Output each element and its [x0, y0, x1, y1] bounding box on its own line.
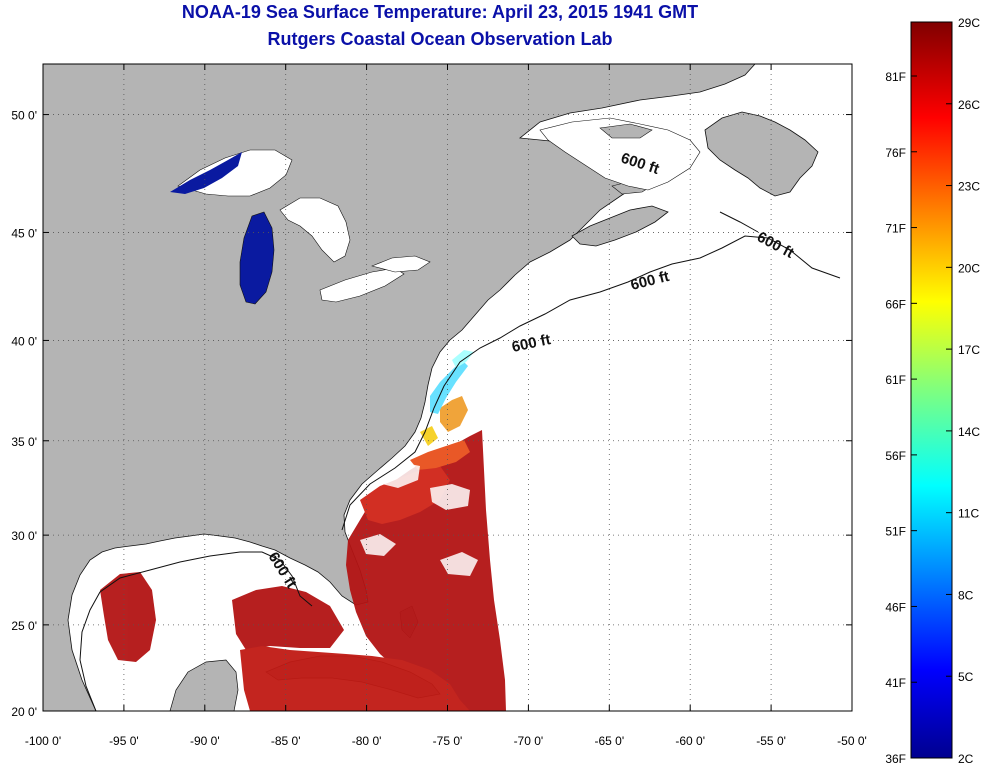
lon-tick-label: -100 0' — [25, 734, 61, 748]
contour-600ft-east — [719, 211, 759, 233]
latitude-axis: 20 0' 25 0' 30 0' 35 0' 40 0' 45 0' 50 0' — [11, 109, 852, 719]
colorbar-celsius-label: 8C — [958, 588, 974, 602]
colorbar-celsius-label: 29C — [958, 16, 980, 30]
lat-tick-label: 35 0' — [11, 435, 37, 449]
map-area — [43, 64, 852, 711]
lake-erie — [319, 267, 405, 303]
lon-tick-label: -85 0' — [271, 734, 301, 748]
map-subtitle: Rutgers Coastal Ocean Observation Lab — [267, 29, 613, 49]
colorbar — [910, 21, 953, 759]
colorbar-celsius-label: 14C — [958, 425, 980, 439]
colorbar-celsius-label: 11C — [958, 507, 979, 521]
colorbar-celsius-labels: 29C 26C 23C 20C 17C 14C 11C 8C 5C 2C — [946, 16, 980, 766]
lat-tick-label: 40 0' — [11, 334, 37, 348]
lon-tick-label: -50 0' — [837, 734, 867, 748]
lat-tick-label: 50 0' — [11, 109, 37, 123]
lon-tick-label: -60 0' — [675, 734, 705, 748]
colorbar-celsius-label: 26C — [958, 98, 980, 112]
colorbar-celsius-label: 5C — [958, 670, 974, 684]
lake-ontario — [371, 255, 431, 273]
colorbar-fahrenheit-labels: 81F 76F 71F 66F 61F 56F 51F 46F 41F 36F — [885, 70, 917, 766]
lat-tick-label: 45 0' — [11, 226, 37, 240]
lon-tick-label: -95 0' — [109, 734, 139, 748]
colorbar-celsius-label: 2C — [958, 752, 974, 766]
map-title: NOAA-19 Sea Surface Temperature: April 2… — [181, 2, 699, 22]
lake-superior-data — [170, 152, 242, 194]
colorbar-fahrenheit-label: 46F — [885, 600, 906, 614]
colorbar-fahrenheit-label: 61F — [885, 373, 906, 387]
colorbar-fahrenheit-label: 56F — [885, 449, 906, 463]
colorbar-fahrenheit-label: 51F — [885, 525, 906, 539]
lon-tick-label: -90 0' — [190, 734, 220, 748]
lat-tick-label: 30 0' — [11, 529, 37, 543]
colorbar-fahrenheit-label: 81F — [885, 70, 906, 84]
colorbar-celsius-label: 23C — [958, 180, 980, 194]
lon-tick-label: -75 0' — [433, 734, 463, 748]
contour-600ft — [341, 235, 841, 531]
lat-tick-label: 20 0' — [11, 705, 37, 719]
colorbar-fahrenheit-label: 71F — [885, 222, 906, 236]
lon-tick-label: -80 0' — [352, 734, 382, 748]
colorbar-celsius-label: 17C — [958, 343, 980, 357]
land-newfoundland — [704, 111, 819, 197]
anticosti-island — [599, 123, 653, 139]
lon-tick-label: -65 0' — [594, 734, 624, 748]
lake-huron — [279, 197, 351, 263]
lon-tick-label: -70 0' — [514, 734, 544, 748]
lake-michigan — [239, 211, 275, 305]
gulf-st-lawrence — [539, 117, 701, 191]
longitude-axis: -100 0' -95 0' -90 0' -85 0' -80 0' -75 0' -70… — [25, 64, 867, 748]
land-yucatan — [169, 659, 239, 711]
lon-tick-label: -55 0' — [756, 734, 786, 748]
sst-data-layer — [100, 350, 506, 711]
land-nova-scotia — [571, 205, 669, 247]
lat-tick-label: 25 0' — [11, 619, 37, 633]
colorbar-fahrenheit-label: 36F — [885, 752, 906, 766]
contour-600ft-gulf — [79, 551, 313, 711]
colorbar-fahrenheit-label: 41F — [885, 676, 906, 690]
colorbar-celsius-label: 20C — [958, 261, 980, 275]
colorbar-fahrenheit-label: 66F — [885, 297, 906, 311]
colorbar-fahrenheit-label: 76F — [885, 146, 906, 160]
